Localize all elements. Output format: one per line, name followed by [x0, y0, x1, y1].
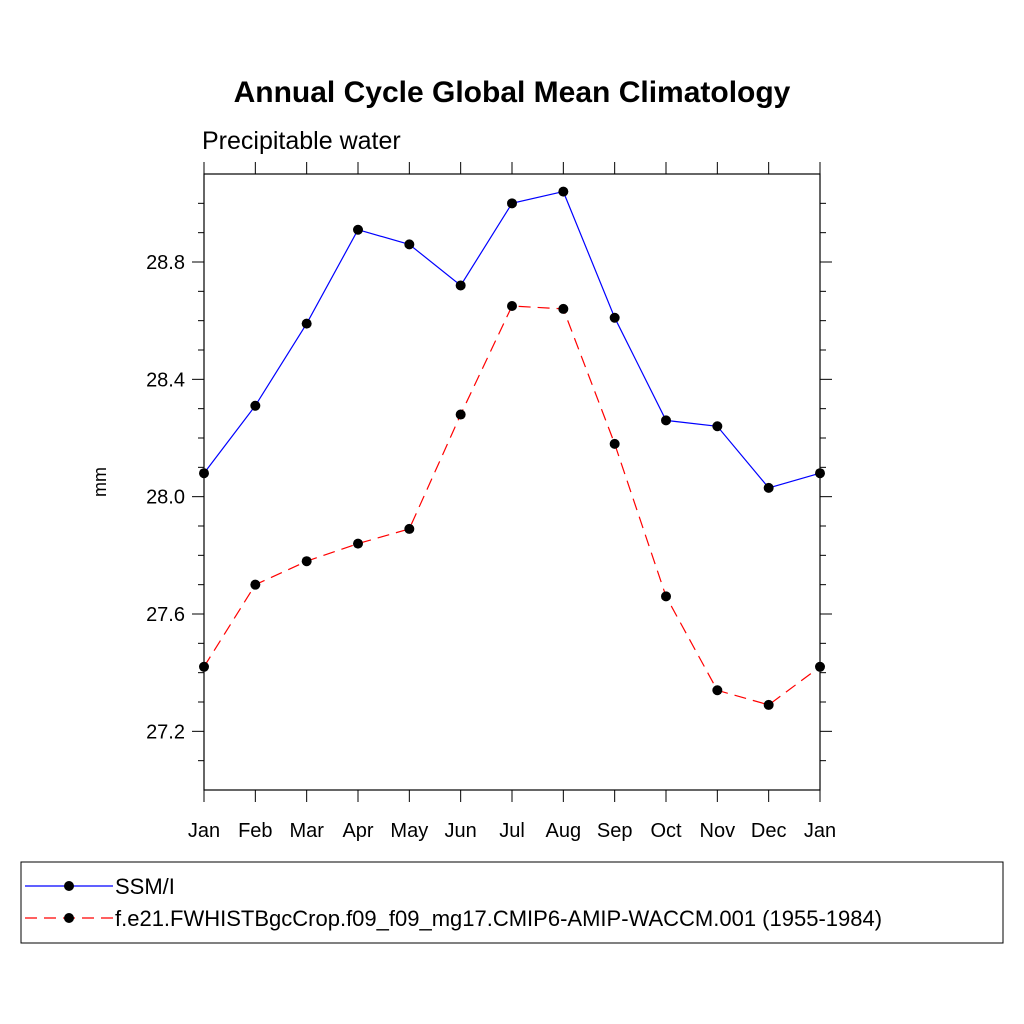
series-2-point	[507, 301, 517, 311]
x-tick-label: Oct	[650, 820, 682, 842]
legend-box	[20, 861, 1004, 944]
y-tick-labels: 27.2 27.6 28.0 28.4 28.8	[146, 252, 185, 743]
series-line-2	[203, 305, 821, 706]
x-tick-label: Apr	[342, 820, 373, 842]
legend-label-1: SSM/I	[115, 874, 175, 899]
x-tick-label: Mar	[289, 820, 324, 842]
series-1-point	[712, 421, 723, 432]
series-1-point	[507, 198, 517, 209]
series-2-point	[815, 661, 825, 672]
x-tick-label: Feb	[238, 820, 272, 842]
x-tick-label: Dec	[751, 820, 787, 842]
legend: SSM/I f.e21.FWHISTBgcCrop.f09_f09_mg17.CM…	[25, 874, 882, 931]
series-1-point	[301, 318, 312, 329]
series-2-point	[353, 538, 363, 549]
series-2-point	[763, 699, 774, 710]
legend-marker-2	[64, 913, 74, 923]
series-2-point	[558, 303, 569, 314]
series-2-point	[455, 409, 466, 420]
series-1-point	[558, 186, 569, 197]
legend-marker-1	[64, 881, 74, 891]
series-1-point	[763, 482, 774, 493]
y-tick-label: 27.6	[146, 604, 185, 626]
chart-subtitle: Precipitable water	[202, 127, 401, 155]
x-tick-label: May	[390, 820, 428, 842]
x-tick-label: Jan	[188, 820, 220, 842]
axis-ticks	[192, 162, 832, 802]
series-line-1	[203, 190, 821, 489]
x-tick-label: Nov	[700, 820, 736, 842]
x-tick-label: Jul	[499, 820, 525, 842]
y-tick-label: 27.2	[146, 721, 185, 743]
y-tick-label: 28.4	[146, 369, 185, 391]
x-tick-label: Jun	[445, 820, 477, 842]
series-1-point	[455, 280, 466, 291]
series-1-point	[404, 239, 415, 250]
x-tick-label: Sep	[597, 820, 633, 842]
series-1-point	[250, 400, 261, 411]
series-2-point	[712, 685, 723, 696]
y-tick-label: 28.0	[146, 487, 185, 509]
series-2-point	[609, 438, 620, 449]
series-1-point	[353, 224, 363, 235]
x-tick-label: Aug	[546, 820, 582, 842]
x-tick-labels: Jan Feb Mar Apr May Jun Jul Aug Sep Oct Nov Dec Jan	[188, 820, 836, 842]
chart-title: Annual Cycle Global Mean Climatology	[234, 76, 791, 109]
series-1-point	[199, 468, 209, 479]
series-1-point	[815, 468, 825, 479]
y-tick-label: 28.8	[146, 252, 185, 274]
y-axis-label: mm	[90, 467, 110, 497]
legend-label-2: f.e21.FWHISTBgcCrop.f09_f09_mg17.CMIP6-A…	[115, 906, 882, 931]
series-2-point	[250, 579, 261, 590]
x-tick-label: Jan	[804, 820, 836, 842]
plot-frame	[203, 173, 821, 791]
series-lines	[203, 190, 821, 706]
series-2-point	[301, 556, 312, 567]
series-2-point	[199, 661, 209, 672]
series-points	[199, 186, 825, 710]
series-1-point	[661, 415, 671, 426]
series-2-point	[404, 523, 415, 534]
series-1-point	[609, 312, 620, 323]
series-2-point	[661, 591, 671, 602]
